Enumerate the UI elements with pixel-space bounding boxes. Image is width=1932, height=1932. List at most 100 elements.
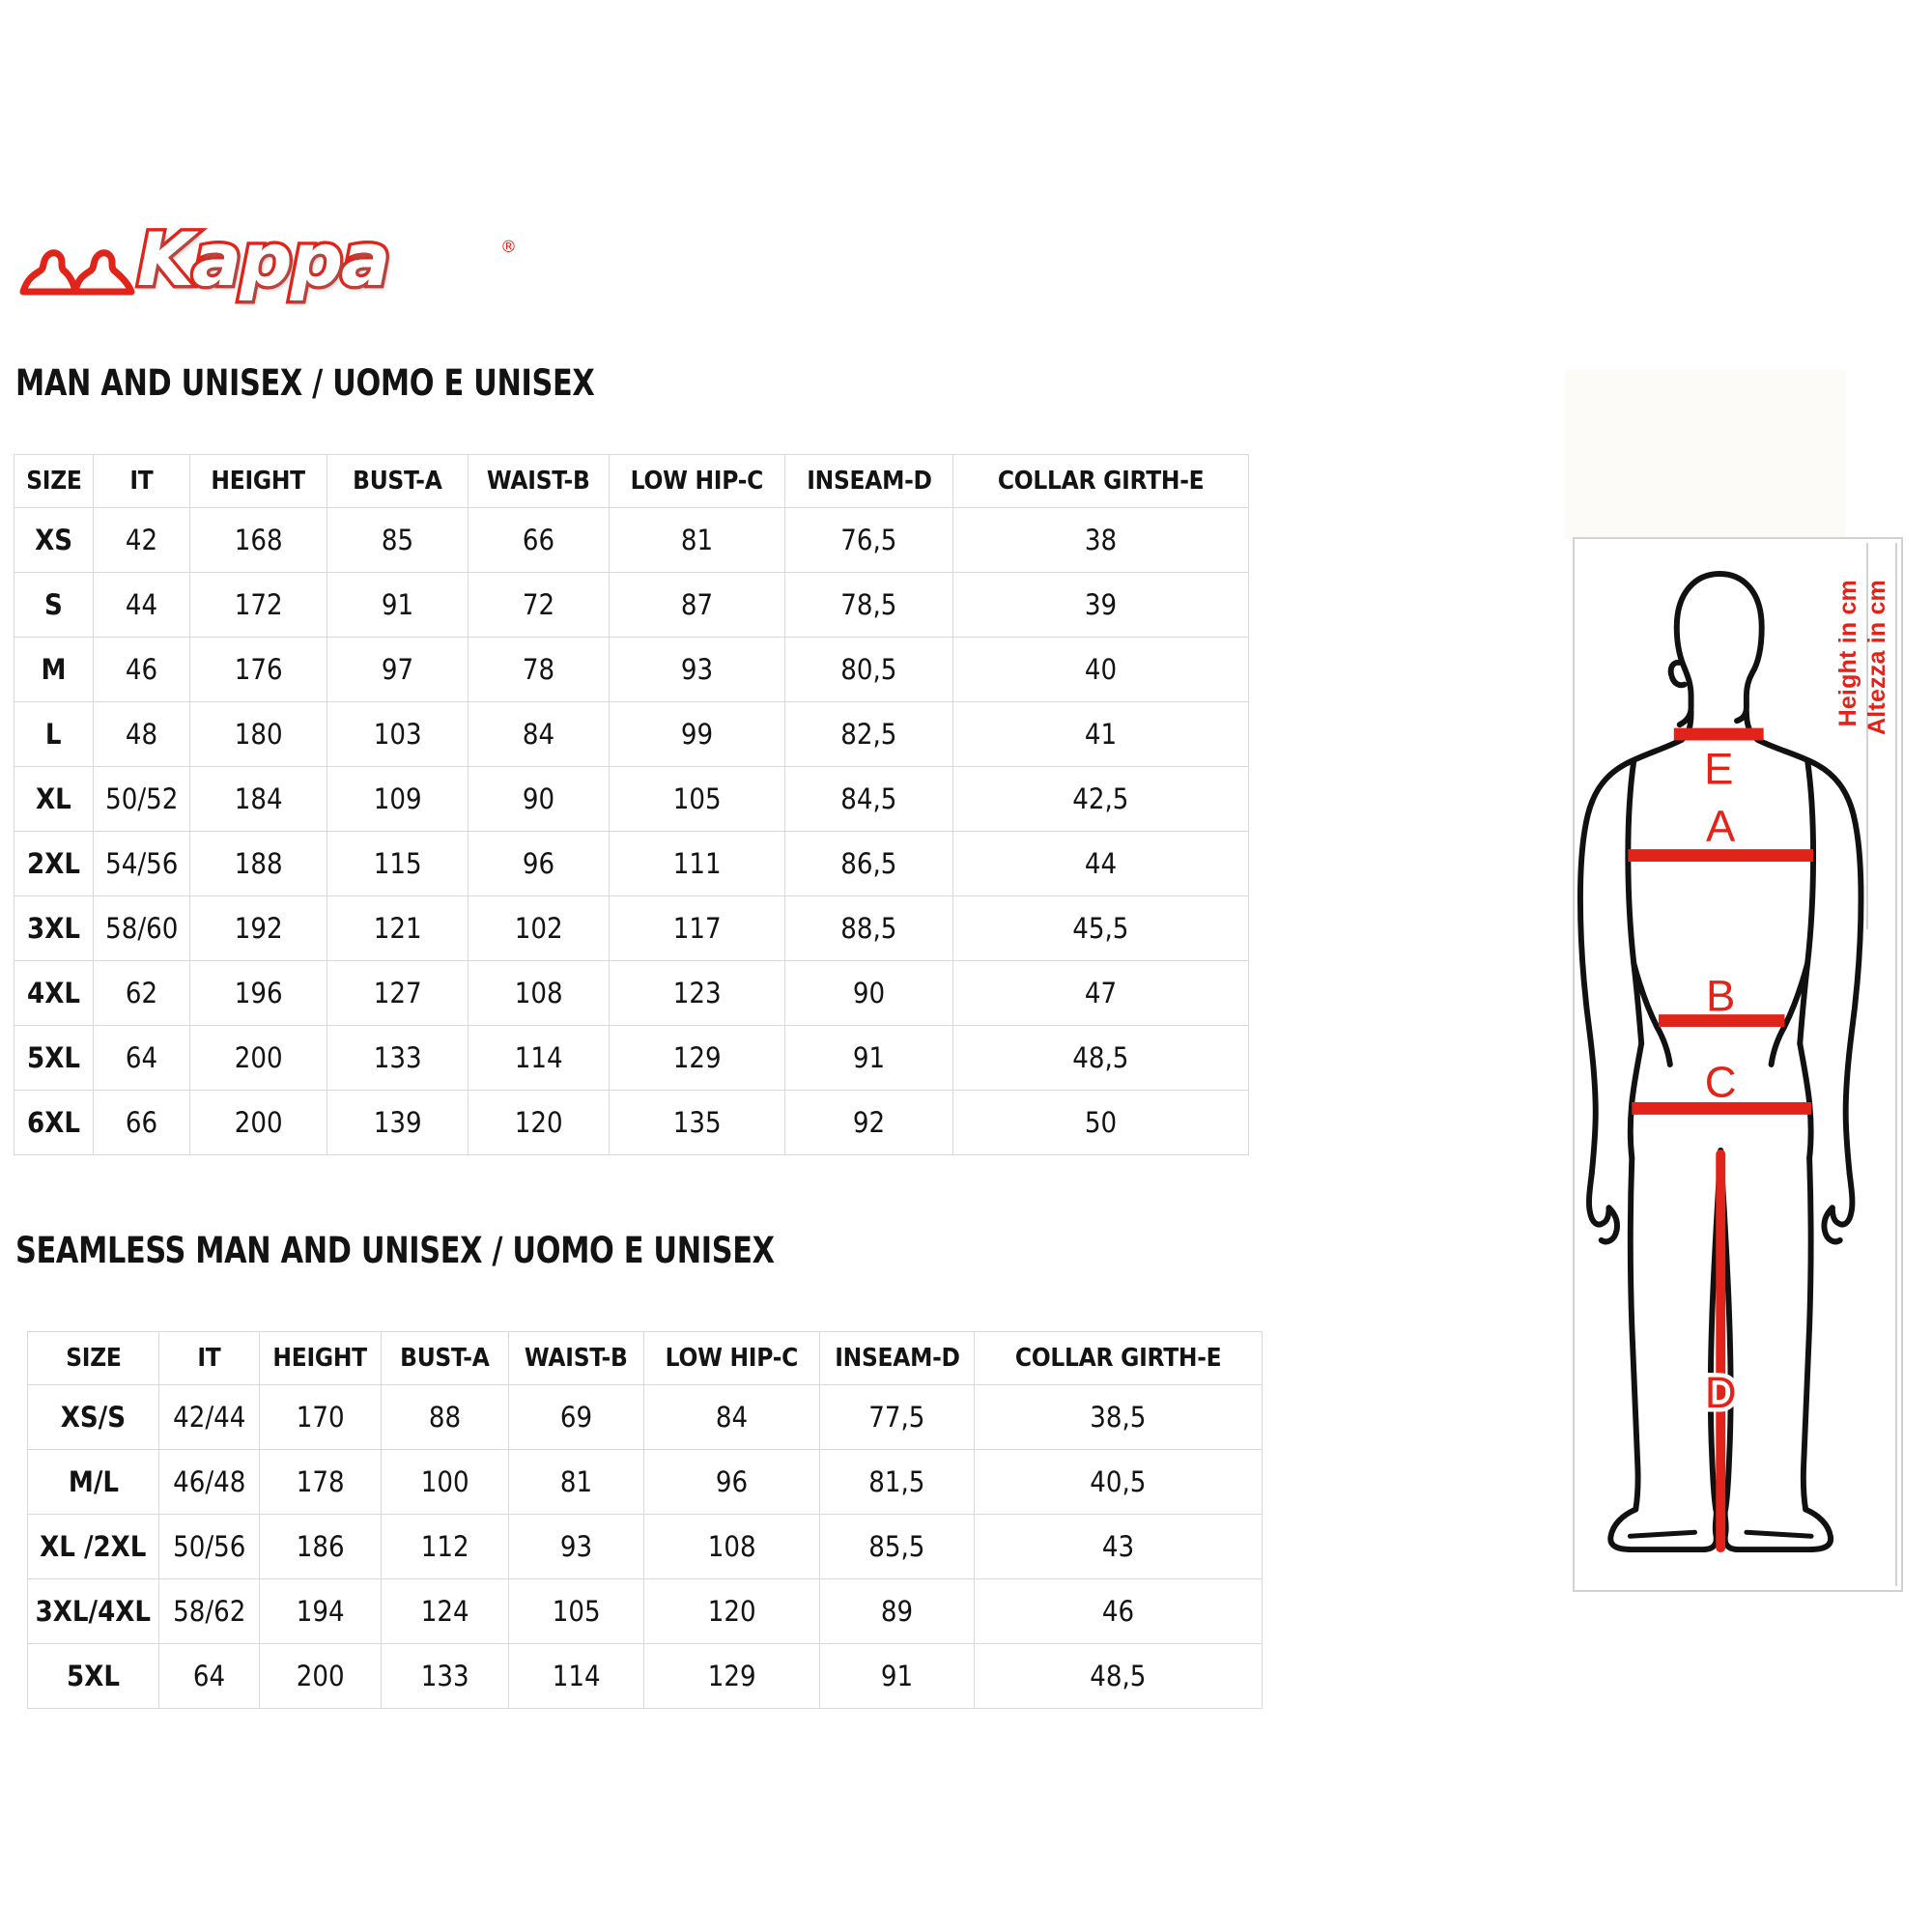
- size-table-seamless-man-unisex: SIZE IT HEIGHT BUST-A WAIST-B LOW HIP-C …: [27, 1331, 1263, 1709]
- cell-value: 43: [974, 1514, 1263, 1579]
- cell-size: M/L: [27, 1449, 159, 1515]
- cell-size: S: [14, 572, 94, 638]
- cell-value: 114: [508, 1643, 644, 1709]
- brand-wordmark-outline: Kappa: [133, 213, 393, 306]
- cell-value: 84: [468, 701, 610, 767]
- column-header-collar-girth: COLLAR GIRTH-E: [952, 454, 1249, 508]
- cell-value: 42/44: [158, 1384, 260, 1450]
- cell-value: 111: [609, 831, 785, 896]
- table-row: M/L 46/48 178 100 81 96 81,5 40,5: [27, 1449, 1263, 1515]
- cell-value: 40: [952, 637, 1249, 702]
- cell-value: 85,5: [819, 1514, 975, 1579]
- cell-value: 84: [643, 1384, 820, 1450]
- cell-value: 180: [189, 701, 327, 767]
- cell-value: 91: [327, 572, 469, 638]
- cell-value: 46/48: [158, 1449, 260, 1515]
- cell-value: 42,5: [952, 766, 1249, 832]
- cell-value: 81: [508, 1449, 644, 1515]
- column-header-collar-girth: COLLAR GIRTH-E: [974, 1331, 1263, 1385]
- marker-label-C: C: [1705, 1058, 1737, 1107]
- cell-value: 172: [189, 572, 327, 638]
- cell-size: XS: [14, 507, 94, 573]
- cell-value: 120: [643, 1578, 820, 1644]
- table-row: 3XL 58/60 192 121 102 117 88,5 45,5: [14, 895, 1249, 961]
- cell-value: 50: [952, 1090, 1249, 1155]
- male-body-silhouette-icon: E A B C D: [1577, 571, 1864, 1553]
- cell-value: 41: [952, 701, 1249, 767]
- cell-value: 178: [259, 1449, 382, 1515]
- cell-value: 109: [327, 766, 469, 832]
- cell-value: 50/52: [93, 766, 190, 832]
- cell-value: 114: [468, 1025, 610, 1091]
- table-row: 2XL 54/56 188 115 96 111 86,5 44: [14, 831, 1249, 896]
- column-header-size: SIZE: [27, 1331, 159, 1385]
- column-header-waist: WAIST-B: [468, 454, 610, 508]
- cell-value: 66: [468, 507, 610, 573]
- height-rule-inner: [1866, 543, 1868, 929]
- cell-value: 44: [952, 831, 1249, 896]
- cell-value: 121: [327, 895, 469, 961]
- brand-wordmark: Kappa: [137, 216, 390, 302]
- cell-value: 93: [508, 1514, 644, 1579]
- column-header-low-hip: LOW HIP-C: [643, 1331, 820, 1385]
- table-row: 5XL 64 200 133 114 129 91 48,5: [14, 1025, 1249, 1091]
- cell-value: 39: [952, 572, 1249, 638]
- height-label-en: Height in cm: [1834, 580, 1861, 727]
- cell-size: L: [14, 701, 94, 767]
- cell-value: 196: [189, 960, 327, 1026]
- cell-value: 127: [327, 960, 469, 1026]
- cell-value: 91: [819, 1643, 975, 1709]
- cell-value: 91: [784, 1025, 953, 1091]
- table-row: 6XL 66 200 139 120 135 92 50: [14, 1090, 1249, 1155]
- cell-value: 129: [643, 1643, 820, 1709]
- cell-value: 105: [609, 766, 785, 832]
- table-row: L 48 180 103 84 99 82,5 41: [14, 701, 1249, 767]
- cell-value: 81: [609, 507, 785, 573]
- table-row: 4XL 62 196 127 108 123 90 47: [14, 960, 1249, 1026]
- cell-value: 188: [189, 831, 327, 896]
- cell-value: 124: [381, 1578, 509, 1644]
- cell-value: 99: [609, 701, 785, 767]
- table-row: S 44 172 91 72 87 78,5 39: [14, 572, 1249, 638]
- table-row: M 46 176 97 78 93 80,5 40: [14, 637, 1249, 702]
- cell-value: 81,5: [819, 1449, 975, 1515]
- section-title-man-unisex: MAN AND UNISEX / UOMO E UNISEX: [15, 362, 595, 404]
- table-row: 5XL 64 200 133 114 129 91 48,5: [27, 1643, 1263, 1709]
- marker-label-B: B: [1706, 972, 1735, 1021]
- cell-value: 108: [643, 1514, 820, 1579]
- size-table-man-unisex: SIZE IT HEIGHT BUST-A WAIST-B LOW HIP-C …: [14, 454, 1249, 1155]
- height-label-it: Altezza in cm: [1863, 580, 1890, 735]
- cell-value: 48: [93, 701, 190, 767]
- cell-size: 3XL: [14, 895, 94, 961]
- column-header-height: HEIGHT: [259, 1331, 382, 1385]
- cell-value: 115: [327, 831, 469, 896]
- cell-value: 123: [609, 960, 785, 1026]
- cell-value: 176: [189, 637, 327, 702]
- table-row: XS 42 168 85 66 81 76,5 38: [14, 507, 1249, 573]
- cell-value: 89: [819, 1578, 975, 1644]
- cell-value: 92: [784, 1090, 953, 1155]
- marker-label-D: D: [1705, 1368, 1737, 1417]
- cell-value: 46: [93, 637, 190, 702]
- marker-label-A: A: [1706, 802, 1736, 851]
- column-header-size: SIZE: [14, 454, 94, 508]
- cell-value: 40,5: [974, 1449, 1263, 1515]
- cell-value: 58/60: [93, 895, 190, 961]
- cell-value: 88,5: [784, 895, 953, 961]
- cell-value: 62: [93, 960, 190, 1026]
- column-header-height: HEIGHT: [189, 454, 327, 508]
- table-header-row: SIZE IT HEIGHT BUST-A WAIST-B LOW HIP-C …: [14, 454, 1249, 508]
- cell-value: 69: [508, 1384, 644, 1450]
- cell-value: 135: [609, 1090, 785, 1155]
- cell-size: XL /2XL: [27, 1514, 159, 1579]
- cell-size: 4XL: [14, 960, 94, 1026]
- cell-value: 58/62: [158, 1578, 260, 1644]
- cell-value: 87: [609, 572, 785, 638]
- brand-logo: Kappa Kappa ®: [17, 213, 520, 307]
- table-row: 3XL/4XL 58/62 194 124 105 120 89 46: [27, 1578, 1263, 1644]
- table-row: XL /2XL 50/56 186 112 93 108 85,5 43: [27, 1514, 1263, 1579]
- column-header-waist: WAIST-B: [508, 1331, 644, 1385]
- cell-value: 64: [93, 1025, 190, 1091]
- cell-size: 3XL/4XL: [27, 1578, 159, 1644]
- cell-value: 78,5: [784, 572, 953, 638]
